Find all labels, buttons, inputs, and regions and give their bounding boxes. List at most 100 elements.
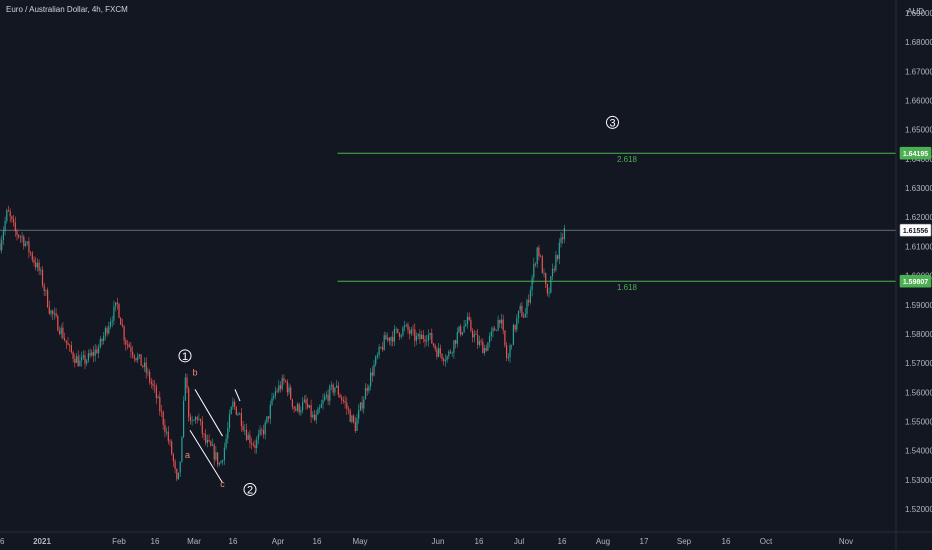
candle-body [563, 228, 565, 240]
candle-body [494, 328, 496, 331]
candle-body [466, 316, 469, 325]
time-tick-label: Aug [596, 537, 610, 546]
price-tick-label: 1.69000 [905, 9, 932, 18]
candle-body [427, 334, 429, 341]
candle-body [446, 356, 448, 361]
candle-body [288, 387, 290, 393]
candle-body [279, 385, 282, 390]
drawings-group [189, 389, 241, 484]
time-tick-label: 17 [640, 537, 649, 546]
candle-body [461, 332, 463, 335]
candle-body [232, 401, 234, 408]
candle-body [381, 347, 384, 350]
candle-body [264, 422, 266, 435]
time-tick-label: 16 [229, 537, 238, 546]
abc-label-c: c [220, 479, 225, 489]
time-tick-label: 16 [313, 537, 322, 546]
candle-body [325, 394, 327, 397]
candle-body [344, 401, 346, 403]
candle-body [438, 348, 440, 357]
time-tick-label: Apr [272, 537, 285, 546]
candle-body [125, 340, 127, 345]
candle-body [230, 407, 232, 415]
time-tick-label: Oct [760, 537, 773, 546]
time-axis[interactable]: 16 2021 Feb 16 Mar 16 Apr 16 May Jun 16 Jul 16 Aug 17 S… [0, 537, 853, 546]
candle-body [521, 305, 523, 317]
candle-body [283, 378, 285, 381]
price-tick-label: 1.67000 [905, 67, 932, 76]
price-tick-label: 1.65000 [905, 126, 932, 135]
candle-body [375, 356, 377, 365]
candle-body [67, 342, 69, 345]
candle-body [405, 324, 407, 326]
candle-body [315, 414, 317, 421]
candle-body [305, 399, 307, 405]
candle-body [218, 463, 220, 465]
candle-body [24, 243, 27, 246]
candle-body [409, 330, 411, 334]
candle-body [528, 300, 530, 303]
candle-body [115, 302, 117, 307]
wave-label-2: 2 [247, 484, 253, 496]
candle-body [485, 347, 487, 351]
candle-body [208, 439, 210, 442]
candle-body [441, 353, 443, 359]
candle-body [196, 417, 198, 420]
price-tag [899, 146, 932, 160]
candle-body [47, 290, 49, 308]
time-tick-label: 16 [0, 537, 5, 546]
correction-line [194, 389, 223, 437]
candle-body [79, 360, 81, 367]
candle-body [307, 404, 309, 408]
abc-label-b: b [192, 367, 197, 377]
candle-body [0, 243, 1, 251]
candle-body [240, 413, 242, 426]
candle-body [106, 328, 108, 334]
candle-body [451, 352, 453, 354]
wave-label-1: 1 [182, 351, 188, 363]
candle-body [546, 284, 548, 294]
candle-body [529, 290, 531, 303]
candle-body [533, 263, 535, 278]
candle-body [13, 219, 15, 223]
candle-body [364, 388, 367, 400]
price-tick-label: 1.63000 [905, 184, 932, 193]
candle-body [159, 396, 161, 412]
abc-label-a: a [185, 450, 190, 460]
candle-body [135, 358, 137, 361]
candle-body [64, 338, 66, 341]
candle-body [296, 403, 299, 411]
candle-body [48, 307, 50, 314]
candle-body [154, 385, 156, 387]
candle-body [562, 237, 564, 240]
candle-body [172, 454, 174, 462]
candle-body [334, 387, 336, 393]
candle-body [23, 236, 25, 246]
price-tags-group: 1.61556 1.64195 1.59807 [899, 146, 932, 288]
candle-body [550, 276, 552, 293]
candle-body [9, 211, 11, 217]
candle-body [443, 358, 445, 362]
candle-body [237, 414, 239, 416]
candle-body [415, 336, 418, 341]
candle-body [366, 388, 368, 391]
candle-body [303, 399, 305, 403]
candle-body [143, 362, 146, 367]
candle-body [531, 277, 533, 291]
candle-body [220, 461, 222, 464]
candle-body [145, 362, 147, 373]
candle-body [198, 418, 200, 420]
candle-body [412, 329, 414, 331]
candle-body [77, 356, 79, 367]
candle-body [393, 329, 395, 342]
candle-body [534, 263, 537, 265]
candle-body [295, 408, 297, 411]
candle-body [92, 352, 95, 356]
candle-body [439, 348, 441, 354]
candle-body [402, 327, 404, 336]
candle-body [113, 306, 115, 321]
time-tick-label: Mar [187, 537, 201, 546]
candle-body [371, 372, 373, 376]
